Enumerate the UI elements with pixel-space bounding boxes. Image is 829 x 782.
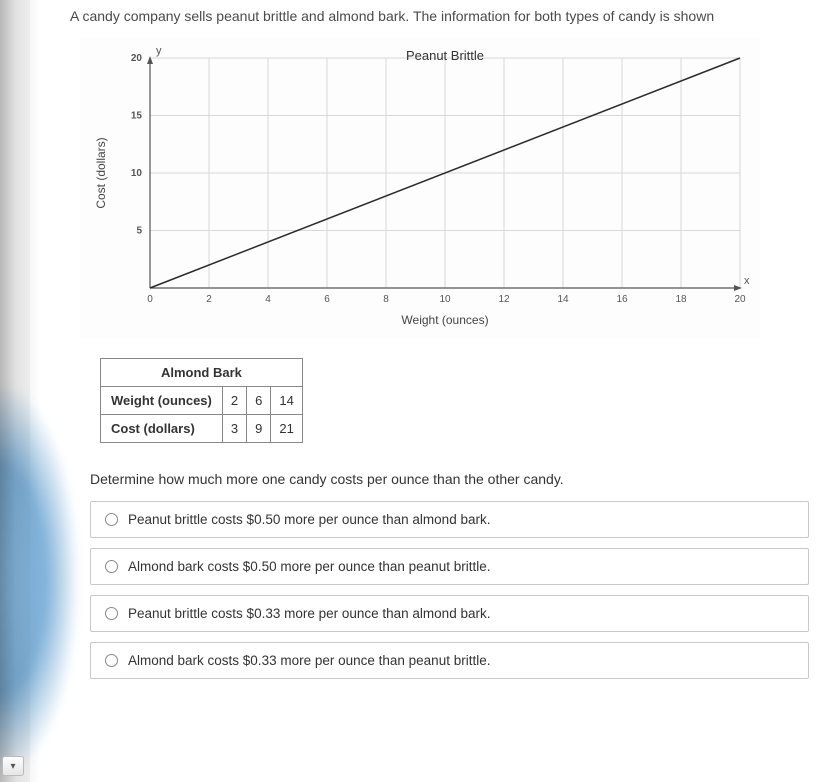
svg-text:20: 20 bbox=[131, 53, 143, 64]
option-b[interactable]: Almond bark costs $0.50 more per ounce t… bbox=[90, 548, 809, 585]
svg-text:15: 15 bbox=[131, 111, 143, 122]
peanut-brittle-chart: 0 2 4 6 8 10 12 14 16 18 20 5 10 15 20 y x Peanut Brittle… bbox=[80, 38, 760, 338]
answer-options: Peanut brittle costs $0.50 more per ounc… bbox=[90, 501, 809, 679]
cell: 14 bbox=[271, 387, 302, 415]
svg-text:2: 2 bbox=[206, 294, 212, 305]
svg-text:12: 12 bbox=[498, 294, 510, 305]
question-text: Determine how much more one candy costs … bbox=[90, 471, 809, 487]
option-label: Peanut brittle costs $0.33 more per ounc… bbox=[128, 606, 490, 621]
svg-text:10: 10 bbox=[439, 294, 451, 305]
svg-text:16: 16 bbox=[616, 294, 628, 305]
svg-text:Cost (dollars): Cost (dollars) bbox=[94, 137, 108, 208]
svg-text:18: 18 bbox=[675, 294, 687, 305]
svg-text:10: 10 bbox=[131, 168, 143, 179]
table-row: Weight (ounces) 2 6 14 bbox=[101, 387, 303, 415]
problem-statement: A candy company sells peanut brittle and… bbox=[70, 8, 809, 24]
radio-icon bbox=[105, 607, 118, 620]
option-label: Almond bark costs $0.50 more per ounce t… bbox=[128, 559, 490, 574]
svg-text:8: 8 bbox=[383, 294, 389, 305]
option-a[interactable]: Peanut brittle costs $0.50 more per ounc… bbox=[90, 501, 809, 538]
option-c[interactable]: Peanut brittle costs $0.33 more per ounc… bbox=[90, 595, 809, 632]
svg-text:y: y bbox=[156, 45, 162, 57]
svg-text:14: 14 bbox=[557, 294, 569, 305]
cell: 2 bbox=[222, 387, 246, 415]
row-header-weight: Weight (ounces) bbox=[101, 387, 223, 415]
svg-text:20: 20 bbox=[734, 294, 746, 305]
option-label: Peanut brittle costs $0.50 more per ounc… bbox=[128, 512, 490, 527]
dropdown-button[interactable]: ▾ bbox=[2, 756, 24, 776]
svg-text:4: 4 bbox=[265, 294, 271, 305]
chart-svg: 0 2 4 6 8 10 12 14 16 18 20 5 10 15 20 y x Peanut Brittle… bbox=[80, 38, 760, 338]
radio-icon bbox=[105, 654, 118, 667]
svg-text:Weight (ounces): Weight (ounces) bbox=[401, 313, 488, 327]
cell: 6 bbox=[247, 387, 271, 415]
svg-text:x: x bbox=[744, 275, 750, 287]
worksheet-page: A candy company sells peanut brittle and… bbox=[30, 0, 829, 782]
cell: 9 bbox=[247, 415, 271, 443]
cell: 3 bbox=[222, 415, 246, 443]
svg-text:6: 6 bbox=[324, 294, 330, 305]
table-row: Cost (dollars) 3 9 21 bbox=[101, 415, 303, 443]
svg-text:5: 5 bbox=[136, 226, 142, 237]
row-header-cost: Cost (dollars) bbox=[101, 415, 223, 443]
chevron-down-icon: ▾ bbox=[10, 761, 15, 772]
radio-icon bbox=[105, 560, 118, 573]
almond-bark-table: Almond Bark Weight (ounces) 2 6 14 Cost … bbox=[100, 358, 303, 443]
option-label: Almond bark costs $0.33 more per ounce t… bbox=[128, 653, 490, 668]
table-title: Almond Bark bbox=[101, 359, 303, 387]
svg-text:Peanut Brittle: Peanut Brittle bbox=[406, 48, 484, 63]
radio-icon bbox=[105, 513, 118, 526]
cell: 21 bbox=[271, 415, 302, 443]
svg-text:0: 0 bbox=[147, 294, 153, 305]
option-d[interactable]: Almond bark costs $0.33 more per ounce t… bbox=[90, 642, 809, 679]
